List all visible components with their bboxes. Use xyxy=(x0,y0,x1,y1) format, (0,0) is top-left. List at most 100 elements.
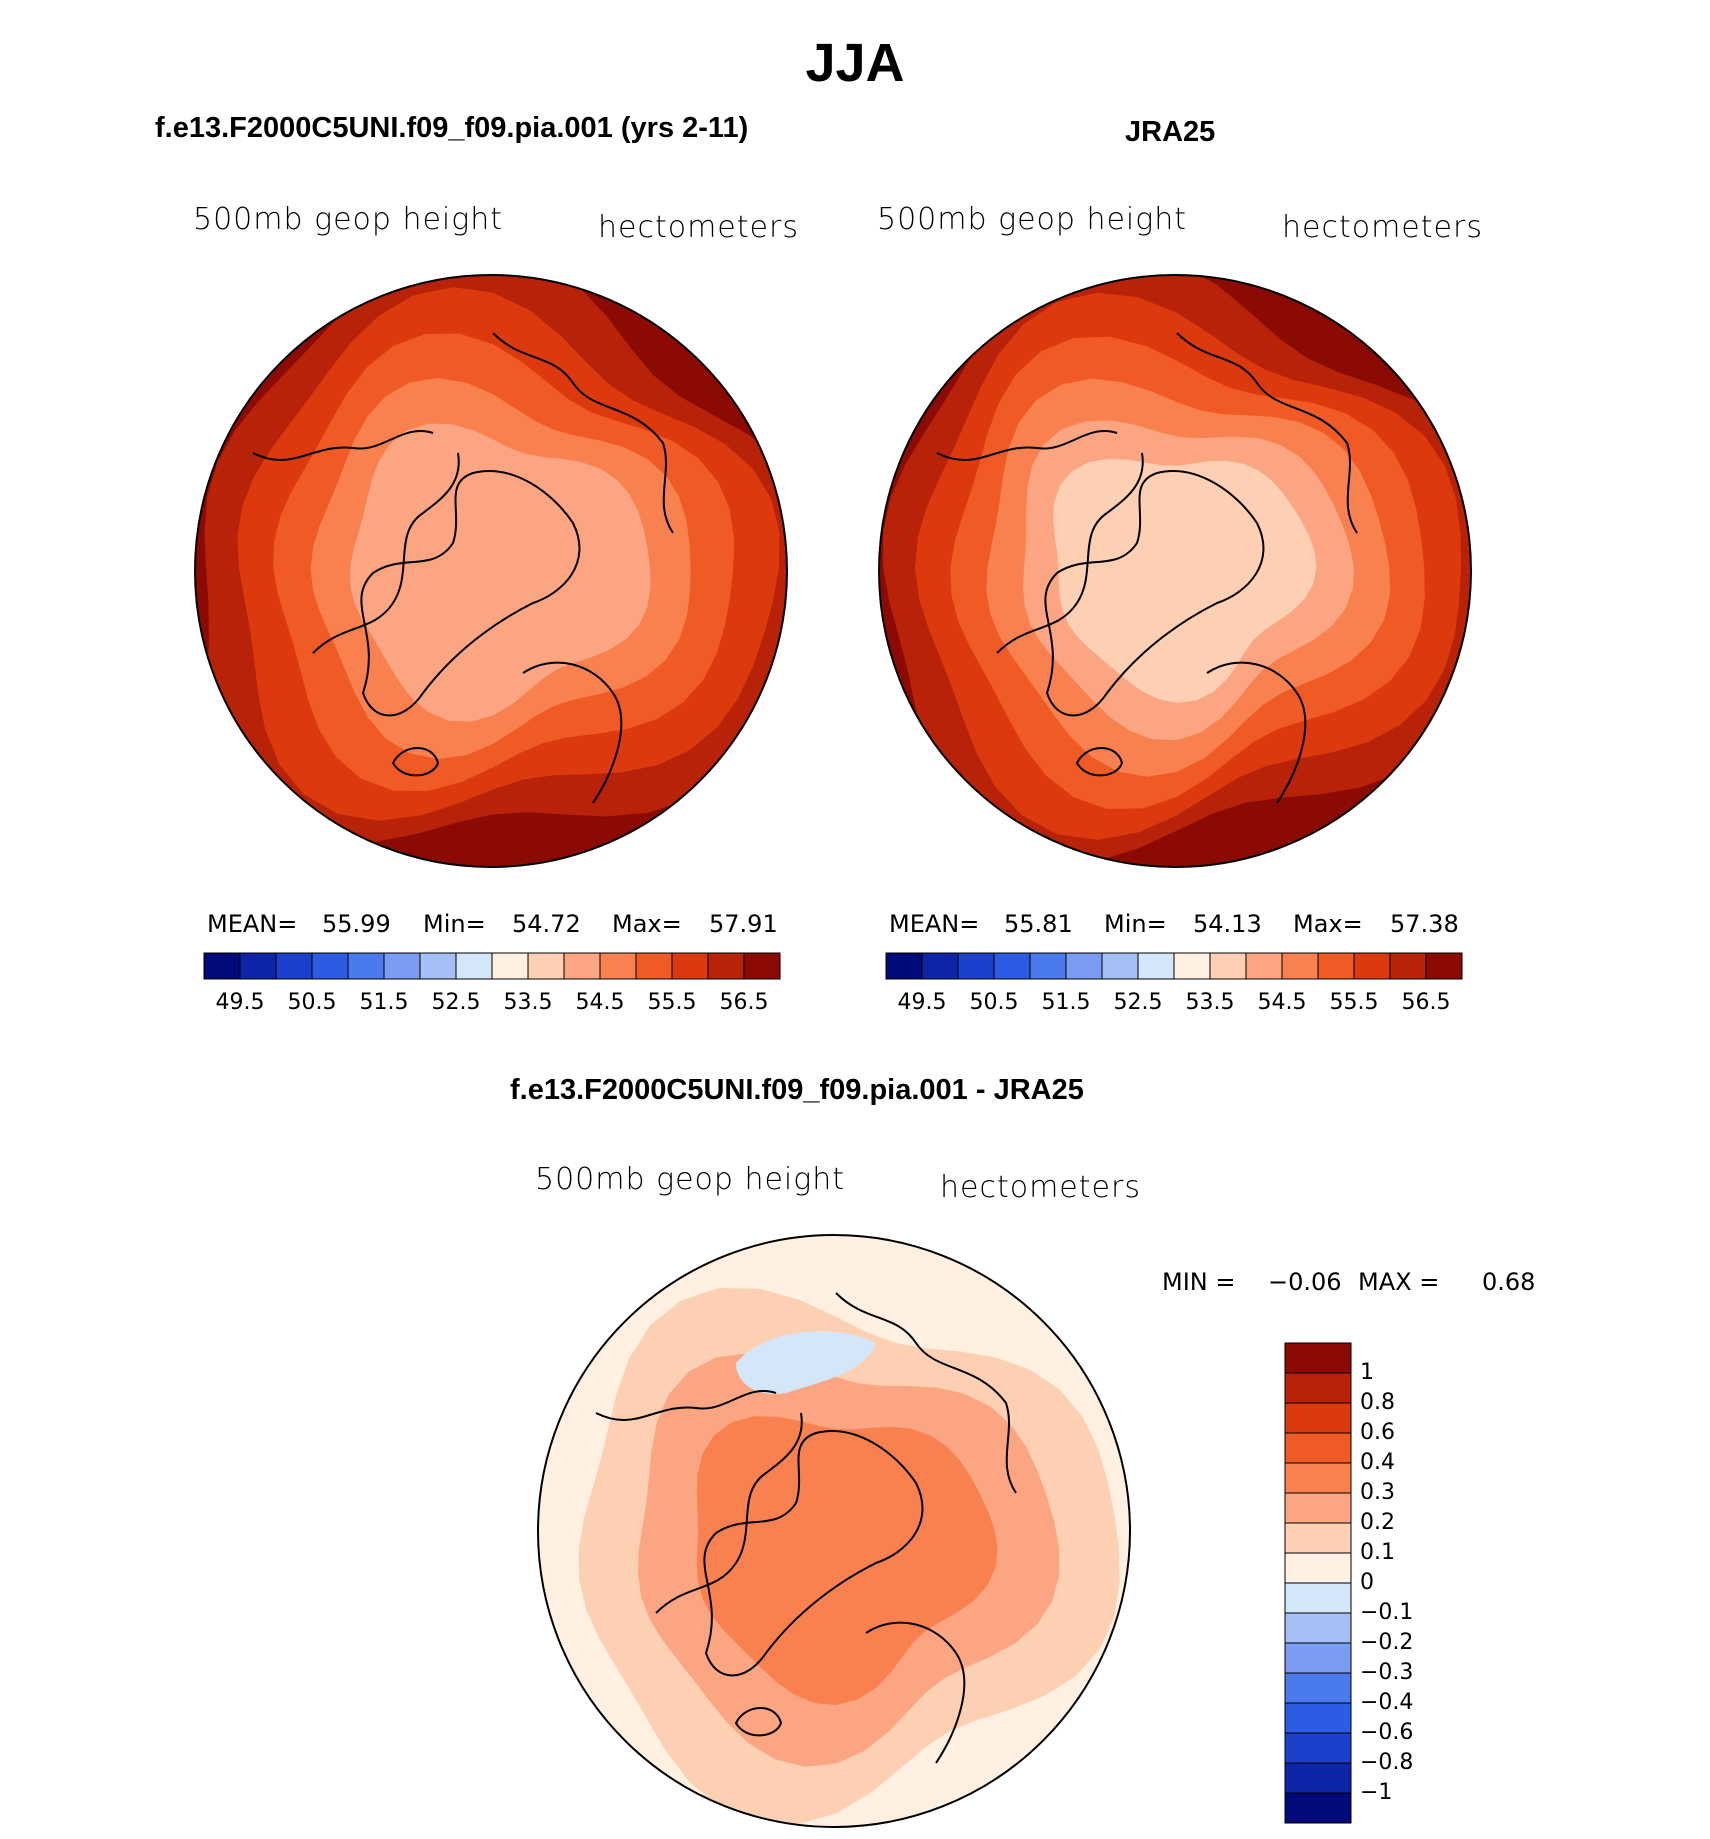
map1-coastline-5 xyxy=(252,430,434,461)
panel2-colorbar-ticks: 49.5 50.5 51.5 52.5 53.5 54.5 55.5 56.5 xyxy=(886,990,1462,1020)
panel1-coastlines xyxy=(252,332,674,804)
colorbar2-box-11 xyxy=(1281,952,1319,980)
panel2-polar-map xyxy=(878,274,1472,868)
colorbar1-box-10 xyxy=(563,952,601,980)
panel1-polar-map xyxy=(194,274,788,868)
colorbar3-box-9 xyxy=(1284,1612,1352,1644)
panel2-coastlines xyxy=(936,332,1358,804)
map2-coastline-5 xyxy=(936,430,1118,461)
colorbar3-box-6 xyxy=(1284,1522,1352,1554)
map3-coastline-1 xyxy=(655,1412,803,1614)
colorbar3-box-14 xyxy=(1284,1762,1352,1794)
colorbar3-tick-label: 0.4 xyxy=(1360,1450,1395,1475)
colorbar2-box-4 xyxy=(1029,952,1067,980)
map2-coastline-4 xyxy=(1176,332,1358,534)
colorbar2-tick-label: 54.5 xyxy=(1257,990,1307,1015)
colorbar2-tick-label: 53.5 xyxy=(1185,990,1235,1015)
colorbar1-box-1 xyxy=(239,952,277,980)
colorbar3-tick-label: −0.1 xyxy=(1360,1600,1414,1625)
colorbar1-box-7 xyxy=(455,952,493,980)
map3-coastline-4 xyxy=(835,1292,1017,1494)
colorbar3-tick-label: −0.6 xyxy=(1360,1720,1414,1745)
colorbar3-box-1 xyxy=(1284,1372,1352,1404)
colorbar2-box-2 xyxy=(957,952,995,980)
colorbar3-tick-label: 0 xyxy=(1360,1570,1374,1595)
colorbar3-tick-label: −1 xyxy=(1360,1780,1393,1805)
map1-coastline-0 xyxy=(360,470,581,717)
colorbar3-box-15 xyxy=(1284,1792,1352,1824)
colorbar2-tick-label: 51.5 xyxy=(1041,990,1091,1015)
colorbar2-box-15 xyxy=(1425,952,1463,980)
panel2-variable-label: 500mb geop height xyxy=(877,202,1188,237)
colorbar2-box-8 xyxy=(1173,952,1211,980)
panel1-title: f.e13.F2000C5UNI.f09_f09.pia.001 (yrs 2-… xyxy=(155,112,749,144)
panel1-variable-label: 500mb geop height xyxy=(193,202,504,237)
map1-coastline-3 xyxy=(391,747,440,777)
colorbar3-tick-label: 0.2 xyxy=(1360,1510,1395,1535)
colorbar1-box-15 xyxy=(743,952,781,980)
map3-negative-anomaly xyxy=(736,1331,876,1394)
panel3-polar-map xyxy=(537,1234,1131,1828)
colorbar3-box-11 xyxy=(1284,1672,1352,1704)
map2-coastline-3 xyxy=(1075,747,1124,777)
colorbar2-box-5 xyxy=(1065,952,1103,980)
map1-contour-level-54.5 xyxy=(350,423,651,722)
colorbar2-box-10 xyxy=(1245,952,1283,980)
panel2-max-label: Max= xyxy=(1293,910,1363,938)
colorbar1-box-12 xyxy=(635,952,673,980)
panel2-max-value: 57.38 xyxy=(1390,910,1459,938)
map1-coastline-1 xyxy=(312,452,460,654)
colorbar3-box-5 xyxy=(1284,1492,1352,1524)
panel1-colorbar xyxy=(203,952,781,980)
panel1-max-label: Max= xyxy=(612,910,682,938)
colorbar3-box-10 xyxy=(1284,1642,1352,1674)
panel2-colorbar xyxy=(885,952,1463,980)
colorbar2-box-13 xyxy=(1353,952,1391,980)
panel3-colorbar-ticks: 1 0.8 0.6 0.4 0.3 0.2 0.1 0 −0.1 −0.2 −0.3 −0.4 −0.6… xyxy=(1360,1343,1460,1823)
colorbar1-box-9 xyxy=(527,952,565,980)
colorbar2-box-7 xyxy=(1137,952,1175,980)
colorbar2-box-3 xyxy=(993,952,1031,980)
panel2-mean-value: 55.81 xyxy=(1004,910,1073,938)
panel3-colorbar xyxy=(1284,1342,1352,1824)
panel1-map-border xyxy=(194,274,788,868)
colorbar2-box-14 xyxy=(1389,952,1427,980)
colorbar1-tick-label: 54.5 xyxy=(575,990,625,1015)
map3-contour-level-0.4 xyxy=(696,1416,998,1705)
colorbar2-tick-label: 55.5 xyxy=(1329,990,1379,1015)
panel2-map-border xyxy=(878,274,1472,868)
panel3-contour-fill xyxy=(538,1235,1130,1827)
map2-contour-level-54 xyxy=(1053,458,1317,703)
colorbar3-tick-label: 0.6 xyxy=(1360,1420,1395,1445)
panel2-min-label: Min= xyxy=(1104,910,1167,938)
panel3-map-border xyxy=(537,1234,1131,1828)
panel1-colorbar-ticks: 49.5 50.5 51.5 52.5 53.5 54.5 55.5 56.5 xyxy=(204,990,780,1020)
colorbar3-box-7 xyxy=(1284,1552,1352,1584)
map1-coastline-2 xyxy=(522,661,623,804)
colorbar2-tick-label: 50.5 xyxy=(969,990,1019,1015)
colorbar3-box-4 xyxy=(1284,1462,1352,1494)
panel1-min-value: 54.72 xyxy=(512,910,581,938)
map2-coastline-1 xyxy=(996,452,1144,654)
colorbar3-box-3 xyxy=(1284,1432,1352,1464)
colorbar3-tick-label: 0.3 xyxy=(1360,1480,1395,1505)
colorbar1-tick-label: 49.5 xyxy=(215,990,265,1015)
colorbar3-box-2 xyxy=(1284,1402,1352,1434)
map3-coastline-5 xyxy=(595,1390,777,1421)
panel1-mean-value: 55.99 xyxy=(322,910,391,938)
panel1-max-value: 57.91 xyxy=(709,910,778,938)
colorbar1-tick-label: 55.5 xyxy=(647,990,697,1015)
panel3-min-label: MIN = xyxy=(1162,1268,1236,1296)
panel2-min-value: 54.13 xyxy=(1193,910,1262,938)
colorbar1-tick-label: 56.5 xyxy=(719,990,769,1015)
colorbar1-tick-label: 53.5 xyxy=(503,990,553,1015)
colorbar3-tick-label: −0.2 xyxy=(1360,1630,1414,1655)
figure-title: JJA xyxy=(805,33,905,93)
colorbar2-box-12 xyxy=(1317,952,1355,980)
colorbar2-box-0 xyxy=(885,952,923,980)
colorbar3-box-13 xyxy=(1284,1732,1352,1764)
colorbar1-box-6 xyxy=(419,952,457,980)
map2-coastline-0 xyxy=(1044,470,1265,717)
panel2-units-label: hectometers xyxy=(1282,210,1483,245)
colorbar2-tick-label: 52.5 xyxy=(1113,990,1163,1015)
